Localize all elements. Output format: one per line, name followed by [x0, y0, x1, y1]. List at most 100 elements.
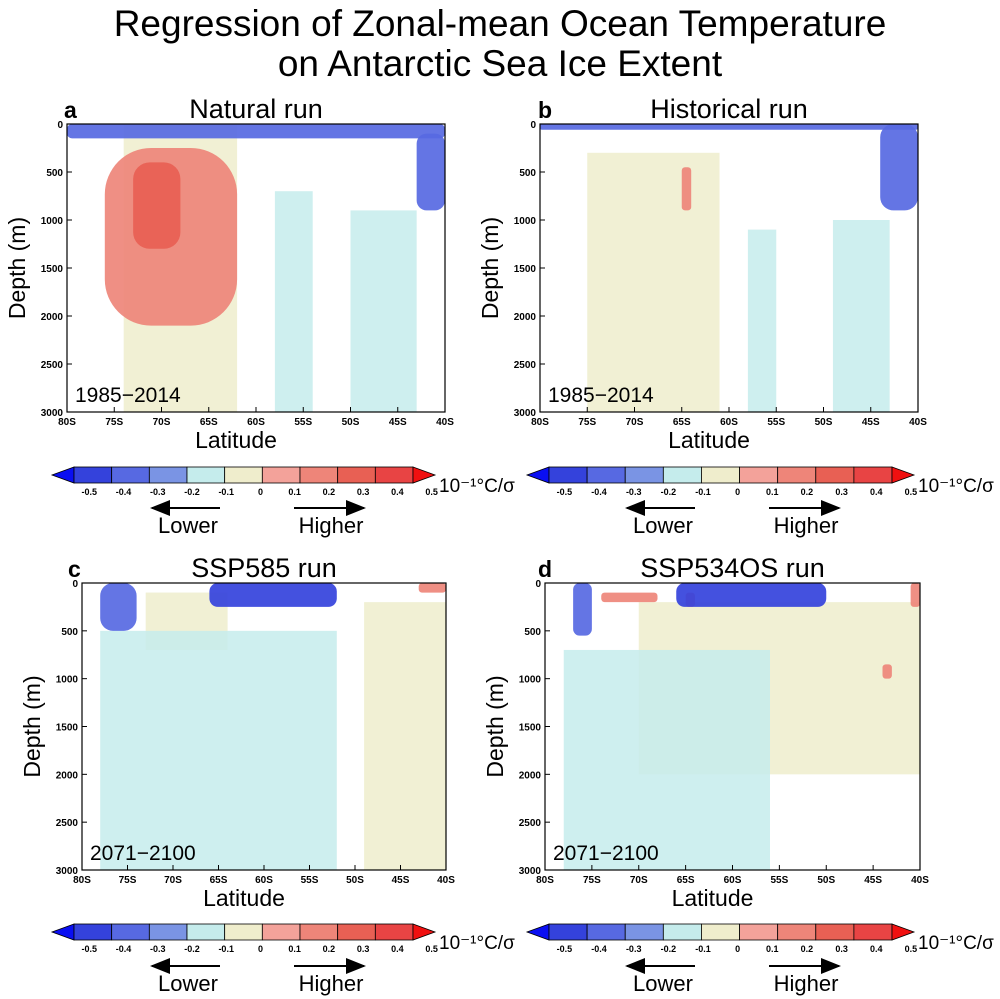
x-tick-label: 70S: [626, 417, 644, 428]
y-axis-label: Depth (m): [482, 675, 508, 777]
x-tick-label: 60S: [247, 417, 265, 428]
lower-label: Lower: [158, 513, 218, 538]
anomaly-region-6: [350, 210, 417, 412]
colorbar-tick-label: 0.2: [801, 487, 814, 497]
colorbar-tick-label: 0.4: [870, 487, 883, 497]
panel-title: SSP534OS run: [640, 553, 825, 583]
y-tick-label: 2500: [41, 360, 64, 371]
y-tick-label: 0: [72, 579, 78, 590]
colorbar-unit: 10⁻¹°C/σ: [439, 476, 515, 497]
colorbar-segment: [148, 466, 188, 484]
x-tick-label: 50S: [346, 875, 364, 886]
colorbar-min-arrow: [525, 466, 550, 484]
anomaly-region-5: [274, 191, 313, 412]
colorbar-a: -0.5 -0.4 -0.3 -0.2 -0.1 0 0.1 0.2 0.3 0.4 0.5 10⁻¹…: [50, 466, 515, 538]
x-tick-label: 40S: [437, 875, 455, 886]
colorbar-segment: [186, 923, 226, 941]
x-tick-label: 75S: [583, 875, 601, 886]
colorbar-tick-label: 0.5: [905, 944, 918, 954]
y-tick-label: 500: [61, 627, 78, 638]
colorbar-segment: [374, 923, 414, 941]
y-tick-label: 3000: [519, 866, 542, 877]
colorbar-max-arrow: [891, 466, 916, 484]
colorbar-segment: [777, 923, 817, 941]
colorbar-tick-label: 0.5: [905, 487, 918, 497]
colorbar-segment: [148, 923, 188, 941]
colorbar-segment: [624, 466, 664, 484]
colorbar-tick-label: 0.2: [323, 487, 336, 497]
period-label: 1985−2014: [75, 384, 181, 407]
colorbar-min-arrow: [50, 923, 75, 941]
colorbar-segment: [853, 923, 893, 941]
anomaly-region-1: [67, 124, 445, 139]
y-tick-label: 1000: [514, 216, 537, 227]
x-tick-label: 45S: [389, 417, 407, 428]
anomaly-region-2: [676, 583, 827, 607]
x-tick-label: 70S: [630, 875, 648, 886]
colorbar-segment: [853, 466, 893, 484]
colorbar-tick-label: -0.3: [150, 487, 166, 497]
colorbar-segment: [739, 923, 779, 941]
lower-label: Lower: [158, 971, 218, 996]
colorbar-segment: [337, 923, 376, 941]
colorbar-tick-label: -0.1: [218, 487, 234, 497]
colorbar-segment: [701, 923, 740, 941]
colorbar-segment: [224, 923, 263, 941]
colorbar-tick-label: -0.4: [591, 944, 607, 954]
lower-label: Lower: [633, 513, 693, 538]
colorbar-tick-label: 0.4: [391, 944, 404, 954]
figure-title-line2: on Antarctic Sea Ice Extent: [277, 43, 723, 84]
x-tick-label: 60S: [724, 875, 742, 886]
colorbar-segment: [73, 923, 113, 941]
colorbar-tick-label: -0.2: [184, 487, 200, 497]
x-axis-label: Latitude: [195, 427, 277, 453]
anomaly-region-3: [681, 167, 692, 211]
colorbar-unit: 10⁻¹°C/σ: [439, 933, 515, 954]
colorbar-tick-label: 0.3: [357, 944, 370, 954]
colorbar-segment: [337, 466, 376, 484]
panel-letter: b: [538, 97, 552, 123]
x-tick-label: 50S: [342, 417, 360, 428]
y-tick-label: 1000: [41, 216, 64, 227]
anomaly-region-1: [100, 583, 137, 631]
x-tick-label: 50S: [815, 417, 833, 428]
anomaly-region-1: [540, 124, 918, 130]
colorbar-segment: [374, 466, 414, 484]
x-tick-label: 40S: [911, 875, 929, 886]
period-label: 2071−2100: [90, 842, 196, 865]
y-tick-label: 500: [524, 627, 541, 638]
x-tick-label: 45S: [862, 417, 880, 428]
colorbar-tick-label: -0.5: [81, 944, 97, 954]
colorbar-segment: [299, 923, 339, 941]
colorbar-min-arrow: [50, 466, 75, 484]
anomaly-region-3: [418, 583, 446, 593]
x-axis-label: Latitude: [203, 885, 285, 911]
higher-label: Higher: [299, 971, 364, 996]
x-axis-label: Latitude: [668, 427, 750, 453]
colorbar-d: -0.5 -0.4 -0.3 -0.2 -0.1 0 0.1 0.2 0.3 0.4 0.5 10⁻¹…: [525, 923, 994, 996]
colorbar-segment: [586, 923, 626, 941]
colorbar-segment: [261, 923, 301, 941]
x-tick-label: 55S: [301, 875, 319, 886]
colorbar-tick-label: 0.1: [766, 487, 779, 497]
y-tick-label: 0: [57, 120, 63, 131]
x-tick-label: 70S: [153, 417, 171, 428]
anomaly-region-3: [133, 162, 181, 249]
colorbar-unit: 10⁻¹°C/σ: [918, 476, 994, 497]
colorbar-tick-label: 0.3: [835, 944, 848, 954]
y-tick-label: 2500: [56, 818, 79, 829]
y-tick-label: 1500: [519, 723, 542, 734]
y-tick-label: 500: [519, 168, 536, 179]
y-tick-label: 0: [535, 579, 541, 590]
x-tick-label: 65S: [210, 875, 228, 886]
panel-letter: d: [538, 556, 552, 582]
colorbar-max-arrow: [891, 923, 916, 941]
x-tick-label: 65S: [673, 417, 691, 428]
colorbar-segment: [662, 466, 702, 484]
x-tick-label: 75S: [105, 417, 123, 428]
colorbar-tick-label: -0.1: [695, 944, 711, 954]
x-tick-label: 70S: [164, 875, 182, 886]
colorbar-tick-label: 0.5: [425, 944, 438, 954]
colorbar-tick-label: 0.2: [323, 944, 336, 954]
